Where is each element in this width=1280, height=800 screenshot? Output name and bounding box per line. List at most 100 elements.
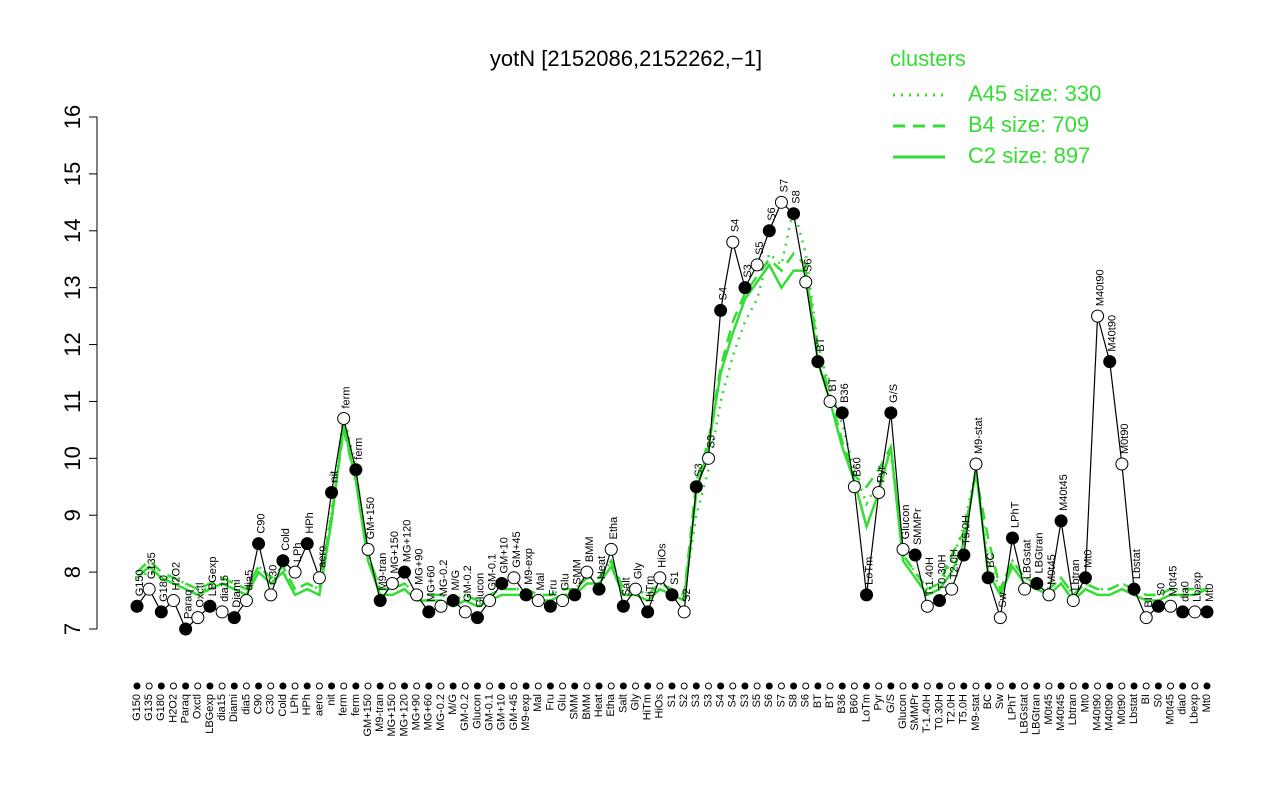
point-label: MG+90 (414, 548, 426, 584)
rug-mark (972, 682, 980, 690)
data-point (470, 611, 484, 625)
data-point (823, 394, 837, 408)
data-point (337, 412, 351, 426)
x-tick-label: Glucon (471, 694, 483, 729)
rug-mark (1008, 682, 1016, 690)
point-label: S4 (730, 219, 742, 232)
data-point (300, 537, 314, 551)
rug-mark (632, 682, 640, 690)
rug-mark (814, 682, 822, 690)
x-tick-label: S6 (763, 694, 775, 707)
point-label: Lbtran (1070, 559, 1082, 590)
y-tick-label: 14 (60, 219, 85, 243)
data-point (714, 303, 728, 317)
y-tick-label: 12 (60, 332, 85, 356)
point-label: S8 (790, 190, 802, 203)
x-tick-label: ferm (338, 694, 350, 716)
rug-mark (303, 682, 311, 690)
data-point (531, 594, 545, 608)
data-point (264, 588, 278, 602)
rug-mark (875, 682, 883, 690)
rug-mark (546, 682, 554, 690)
rug-mark (607, 682, 615, 690)
data-point (483, 594, 497, 608)
x-tick-label: S7 (775, 694, 787, 707)
point-label: LBGtran (1034, 533, 1046, 574)
point-label: C90 (255, 513, 267, 533)
data-point (811, 355, 825, 369)
x-tick-label: MG-0.2 (435, 694, 447, 731)
point-label: aero (316, 546, 328, 568)
rug-mark (838, 682, 846, 690)
y-tick-label: 8 (60, 566, 85, 578)
point-label: H2O2 (170, 562, 182, 591)
point-label: BC (985, 552, 997, 567)
y-tick-label: 16 (60, 105, 85, 129)
data-point (519, 588, 533, 602)
x-tick-label: G/S (885, 694, 897, 713)
point-label: Heat (596, 556, 608, 579)
x-tick-label: dia5 (240, 694, 252, 715)
point-label: C30 (268, 565, 280, 585)
data-point (130, 599, 144, 613)
x-tick-label: aero (313, 694, 325, 716)
chart-title: yotN [2152086,2152262,−1] (490, 46, 762, 71)
point-label: GM-0.2 (462, 565, 474, 602)
legend-title: clusters (890, 46, 966, 71)
data-point (847, 480, 861, 494)
rug-mark (826, 682, 834, 690)
point-label: S4 (718, 287, 730, 300)
rug-mark (145, 682, 153, 690)
x-tick-label: S6 (800, 694, 812, 707)
data-point (373, 594, 387, 608)
x-tick-label: Pyr (873, 694, 885, 711)
rug-mark (486, 682, 494, 690)
data-point (495, 576, 509, 590)
rug-mark (571, 682, 579, 690)
rug-mark (777, 682, 785, 690)
point-label: SMM (572, 559, 584, 585)
data-point (288, 565, 302, 579)
data-point (981, 571, 995, 585)
data-point (276, 554, 290, 568)
x-tick-label: ferm (350, 694, 362, 716)
x-tick-label: nit (325, 694, 337, 706)
data-point (1200, 605, 1214, 619)
point-label: M/G (450, 570, 462, 591)
x-tick-label: T2.0H (946, 694, 958, 724)
point-label: dia5 (243, 570, 255, 591)
y-tick-label: 10 (60, 446, 85, 470)
x-tick-label: Lbexp (1189, 694, 1201, 724)
data-point (993, 611, 1007, 625)
rug-mark (376, 682, 384, 690)
rug-mark (352, 682, 360, 690)
point-label: Lbstat (1131, 549, 1143, 579)
x-tick-label: Oxctl (192, 694, 204, 719)
point-label: M40t90 (1107, 315, 1119, 352)
point-label: Pyr (876, 466, 888, 483)
data-point (568, 588, 582, 602)
x-tick-label: M0t90 (1116, 694, 1128, 725)
rug-mark (1154, 682, 1162, 690)
data-point (349, 463, 363, 477)
point-label: BT (815, 337, 827, 351)
x-tick-label: M/G (447, 694, 459, 715)
rug-mark (255, 682, 263, 690)
data-point (1091, 309, 1105, 323)
point-label: S2 (681, 588, 693, 601)
x-tick-label: Paraq (180, 694, 192, 723)
data-point (616, 599, 630, 613)
x-tick-label: dia15 (216, 694, 228, 721)
rug-mark (1203, 682, 1211, 690)
data-point (641, 605, 655, 619)
rug-mark (522, 682, 530, 690)
point-label: SMMPr (912, 508, 924, 545)
rug-mark (413, 682, 421, 690)
point-label: nit (328, 471, 340, 483)
point-label: B60 (851, 457, 863, 477)
point-label: Oxctl (195, 583, 207, 608)
point-label: S5 (754, 241, 766, 254)
x-tick-label: G180 (155, 694, 167, 721)
point-label: S0 (1155, 583, 1167, 596)
data-point (507, 571, 521, 585)
